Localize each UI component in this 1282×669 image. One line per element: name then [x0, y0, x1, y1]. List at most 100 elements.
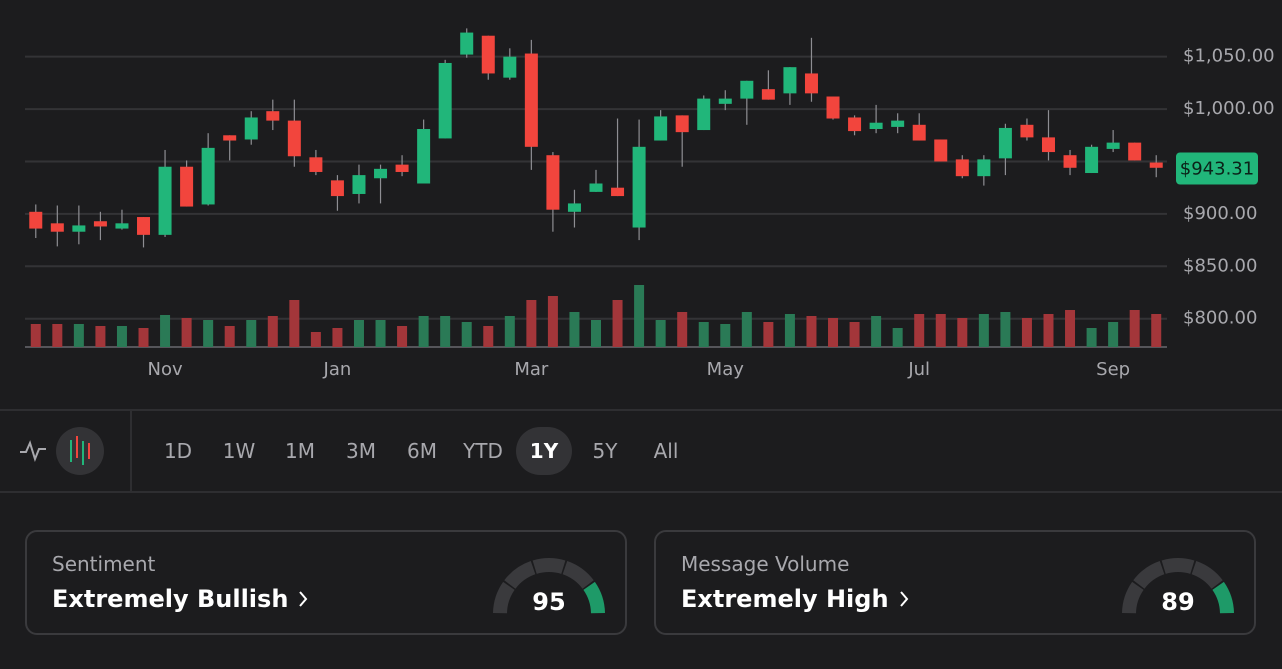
volume-bar	[353, 320, 364, 347]
current-price-badge	[1176, 152, 1258, 185]
candle-body	[50, 223, 64, 232]
volume-bar	[267, 316, 278, 347]
gauge-segment	[1161, 558, 1195, 574]
x-tick-label: Mar	[514, 359, 549, 380]
chevron-shape	[899, 591, 908, 607]
card-value: Extremely Bullish	[52, 585, 289, 613]
range-button[interactable]: All	[653, 439, 679, 463]
volume-bar	[935, 314, 946, 347]
volume-bar	[160, 315, 171, 347]
volume-bar	[720, 324, 731, 347]
divider	[0, 491, 1282, 493]
volume-bar	[978, 314, 989, 347]
y-tick-label: $900.00	[1183, 203, 1257, 224]
y-tick-label: $850.00	[1183, 255, 1257, 276]
chevron	[299, 591, 308, 607]
gauge-segment	[504, 561, 536, 590]
candle-body	[374, 168, 388, 179]
line-chart-icon[interactable]	[20, 440, 46, 462]
volume-bar	[957, 318, 968, 347]
candle-body	[438, 62, 452, 139]
volume-bar	[332, 328, 343, 347]
volume-bar	[569, 312, 580, 347]
volume-bar	[418, 316, 429, 347]
range-button[interactable]: 1D	[163, 439, 193, 463]
y-tick-label: $800.00	[1183, 308, 1257, 329]
x-tick-label: May	[707, 359, 745, 380]
volume-bar	[892, 328, 903, 347]
gauge-segment	[532, 558, 566, 574]
candle-body	[697, 98, 711, 131]
gauge-score: 89	[1161, 588, 1194, 616]
volume-bar	[483, 326, 494, 347]
chevron	[899, 591, 908, 607]
candle-body	[934, 139, 948, 162]
candle-body	[998, 127, 1012, 159]
candle-body	[330, 180, 344, 197]
stat-card[interactable]: Message Volume Extremely High 89	[654, 530, 1256, 635]
volume-bar	[181, 318, 192, 347]
volume-bar	[763, 322, 774, 347]
range-button[interactable]: 1Y	[516, 427, 572, 475]
volume-bar	[504, 316, 515, 347]
candle-body	[158, 166, 172, 235]
candle-body	[718, 98, 732, 104]
candle-body	[29, 211, 43, 229]
volume-bar	[914, 314, 925, 347]
volume-bar	[95, 326, 106, 347]
divider	[0, 409, 1282, 411]
stat-card[interactable]: Sentiment Extremely Bullish 95	[25, 530, 627, 635]
volume-bar	[1151, 314, 1162, 347]
candle-body	[137, 217, 151, 235]
range-selector: 1D 1W 1M 3M 6M YTD 1Y 5Y All	[150, 427, 699, 475]
card-value-row: Extremely High	[681, 585, 909, 613]
candle-body	[460, 32, 474, 55]
x-tick-label: Sep	[1096, 359, 1130, 380]
volume-bar	[1129, 310, 1140, 347]
range-button[interactable]: 3M	[346, 439, 376, 463]
chevron-shape	[299, 591, 308, 607]
volume-bar	[203, 320, 214, 347]
gauge-segment	[1191, 561, 1223, 590]
volume-bar	[30, 324, 41, 347]
volume-bar	[655, 320, 666, 347]
volume-bar	[1065, 310, 1076, 347]
range-button[interactable]: YTD	[463, 439, 503, 463]
volume-bar	[138, 328, 149, 347]
candle-chart-button[interactable]	[56, 427, 104, 475]
range-button[interactable]: 1W	[222, 439, 256, 463]
candle-body	[524, 53, 538, 147]
candle-body	[180, 166, 194, 207]
candle-body	[481, 35, 495, 74]
volume-bar	[698, 322, 709, 347]
current-price-label: $943.31	[1180, 159, 1254, 180]
range-button[interactable]: 1M	[285, 439, 315, 463]
range-button[interactable]: 6M	[407, 439, 437, 463]
range-button[interactable]: 5Y	[592, 439, 618, 463]
candle-body	[912, 124, 926, 141]
candle-body	[93, 221, 107, 227]
candle-body	[869, 122, 883, 129]
gauge-segment	[1212, 581, 1234, 614]
candle-body	[417, 129, 431, 184]
candle-body	[1085, 146, 1099, 174]
candle-body	[546, 155, 560, 210]
volume-bar	[116, 326, 127, 347]
volume-bar	[1108, 322, 1119, 347]
candle-body	[804, 73, 818, 94]
candle-body	[1063, 155, 1077, 168]
volume-bar	[310, 332, 321, 347]
volume-bar	[677, 312, 688, 347]
card-label: Message Volume	[681, 552, 850, 576]
volume-bar	[1043, 314, 1054, 347]
volume-bar	[224, 326, 235, 347]
volume-bar	[526, 300, 537, 347]
x-tick-label: Jan	[323, 359, 352, 380]
volume-bar	[289, 300, 300, 347]
gauge-segment	[1122, 581, 1144, 614]
volume-bar	[612, 300, 623, 347]
gauge: 95	[493, 558, 605, 616]
volume-bar	[246, 320, 257, 347]
chart-type-switch	[0, 411, 132, 491]
